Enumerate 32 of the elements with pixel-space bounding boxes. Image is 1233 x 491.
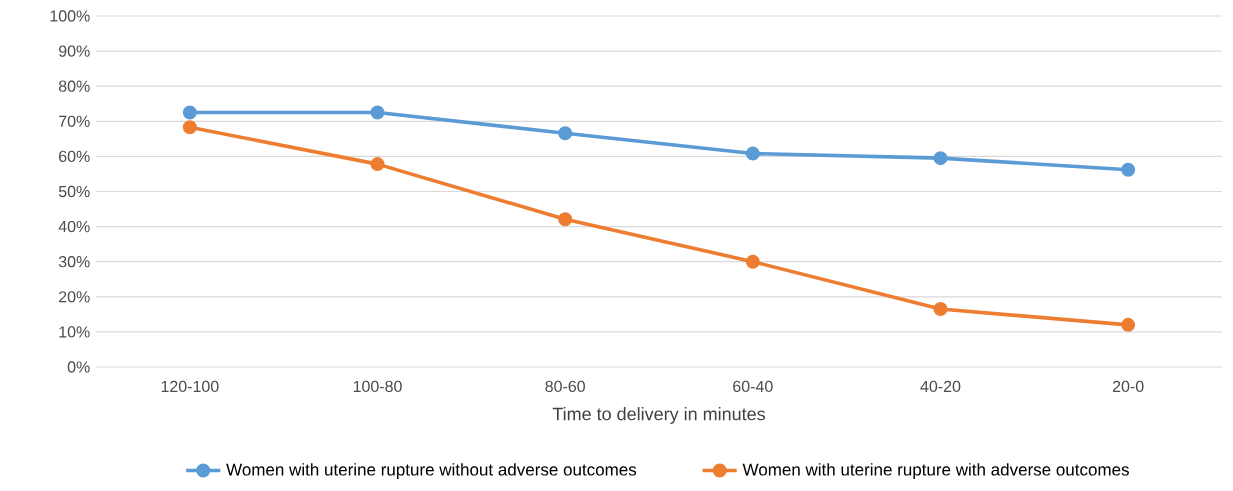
point	[558, 126, 573, 141]
point	[745, 254, 760, 269]
point	[1121, 162, 1136, 177]
point	[370, 105, 385, 120]
y-tick-label: 100%	[50, 10, 90, 22]
point	[558, 212, 573, 227]
point	[182, 105, 197, 120]
y-tick-label: 60%	[59, 150, 90, 163]
y-tick-label: 50%	[58, 185, 90, 198]
x-tick-label: 20-0	[1112, 380, 1144, 393]
point	[745, 146, 760, 161]
y-tick-label: 90%	[59, 45, 90, 57]
legend-label: Women with uterine rupture without adverse outcomes	[226, 463, 637, 479]
point	[1121, 317, 1136, 332]
x-tick-label: 60-40	[733, 380, 773, 393]
point	[933, 151, 948, 166]
x-axis-title: Time to delivery in minutes	[552, 407, 766, 424]
y-tick-label: 40%	[58, 220, 90, 233]
y-tick-label: 80%	[58, 80, 90, 92]
y-tick-label: 70%	[59, 115, 90, 127]
point	[933, 302, 948, 317]
x-tick-label: 100-80	[353, 380, 402, 393]
y-tick-label: 10%	[59, 326, 90, 338]
point	[370, 157, 385, 172]
legend-label: Women with uterine rupture with adverse outcomes	[742, 463, 1129, 479]
x-tick-label: 40-20	[920, 380, 961, 393]
point	[182, 120, 197, 135]
x-tick-label: 80-60	[545, 380, 585, 393]
x-tick-label: 120-100	[161, 380, 219, 393]
y-tick-label: 0%	[67, 361, 90, 373]
y-tick-label: 20%	[59, 291, 90, 303]
y-tick-label: 30%	[58, 256, 90, 268]
